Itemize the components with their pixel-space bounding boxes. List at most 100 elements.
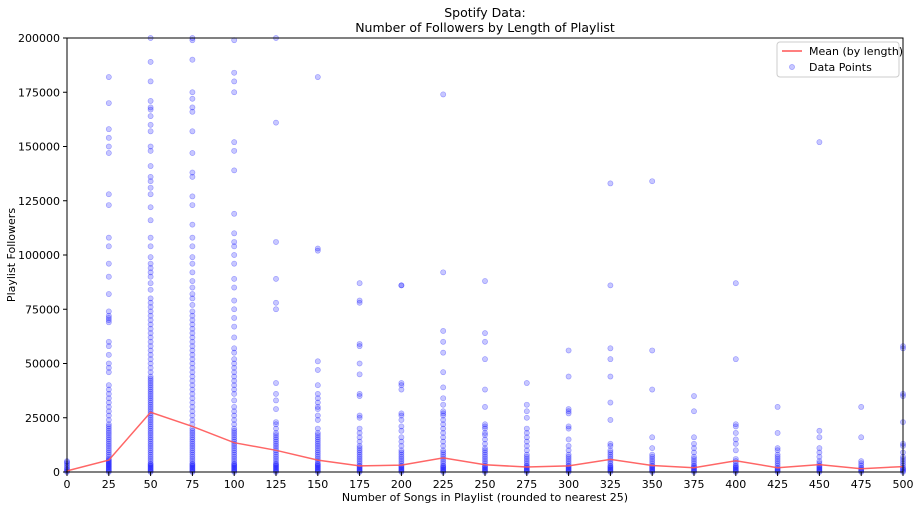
data-point (816, 449, 823, 456)
data-point (314, 443, 321, 449)
data-point (482, 451, 488, 458)
data-point (147, 436, 154, 443)
data-point (189, 430, 196, 436)
x-tick-label: 25 (102, 478, 116, 491)
data-point (105, 447, 112, 454)
data-point (273, 465, 279, 472)
data-point (565, 373, 572, 380)
data-point (147, 397, 154, 404)
data-point (147, 334, 154, 341)
data-point (607, 356, 614, 363)
data-point (147, 423, 154, 430)
data-point (231, 430, 238, 436)
data-point (231, 373, 238, 380)
data-point (607, 451, 614, 458)
data-point (189, 382, 196, 389)
data-point (105, 134, 112, 141)
data-point (440, 417, 447, 423)
data-point (105, 319, 112, 326)
legend-label-points: Data Points (809, 61, 872, 74)
data-point (273, 440, 279, 447)
data-point (816, 465, 823, 472)
data-point (482, 458, 488, 465)
data-point (147, 104, 154, 111)
x-tick-label: 475 (851, 478, 872, 491)
data-point (273, 299, 279, 306)
data-point (607, 180, 614, 187)
data-point (189, 373, 196, 380)
data-point (523, 447, 530, 454)
data-point (189, 395, 196, 402)
x-tick-label: 0 (64, 478, 71, 491)
data-point (189, 338, 196, 345)
data-point (356, 390, 363, 397)
data-point (440, 338, 447, 345)
data-point (398, 456, 405, 462)
data-point (189, 308, 196, 315)
data-point (816, 139, 823, 146)
data-point (231, 447, 238, 454)
data-point (273, 453, 279, 460)
data-point (147, 373, 154, 380)
data-point (356, 393, 363, 399)
data-point (231, 451, 238, 458)
data-point (273, 464, 279, 471)
data-point (147, 58, 154, 65)
data-point (147, 308, 154, 315)
y-tick-label: 125000 (18, 195, 60, 208)
data-point (147, 443, 154, 449)
data-point (147, 377, 154, 384)
data-point (732, 440, 739, 447)
data-point (147, 173, 154, 180)
data-point (273, 119, 279, 126)
data-point (231, 449, 238, 456)
data-point (398, 443, 405, 449)
data-point (147, 456, 154, 462)
data-point (356, 430, 363, 436)
data-point (147, 386, 154, 393)
data-point (231, 239, 238, 245)
data-point (189, 408, 196, 415)
data-point (440, 369, 447, 376)
data-point (147, 178, 154, 185)
data-point (314, 465, 321, 472)
data-point (482, 447, 488, 454)
data-point (147, 163, 154, 169)
data-point (147, 343, 154, 350)
data-point (523, 425, 530, 432)
data-point (732, 356, 739, 363)
data-point (607, 462, 614, 469)
data-point (231, 465, 238, 472)
data-point (189, 295, 196, 302)
data-point (482, 330, 488, 337)
data-point (147, 106, 154, 113)
data-point (398, 449, 405, 456)
data-point (189, 334, 196, 341)
data-point (273, 438, 279, 445)
data-point (565, 410, 572, 417)
data-point (649, 453, 656, 460)
data-point (189, 254, 196, 261)
data-point (231, 260, 238, 267)
x-tick-label: 150 (307, 478, 328, 491)
data-point (398, 386, 405, 393)
data-point (440, 447, 447, 454)
data-point (189, 291, 196, 297)
data-point (858, 458, 865, 465)
data-point (273, 419, 279, 425)
data-point (398, 427, 405, 434)
data-point (105, 449, 112, 456)
mean-line-layer (66, 411, 904, 472)
data-point (314, 358, 321, 365)
data-point (314, 399, 321, 406)
y-tick-label: 75000 (25, 303, 60, 316)
data-point (398, 453, 405, 460)
data-point (189, 403, 196, 410)
data-point (147, 191, 154, 198)
data-point (440, 412, 447, 419)
data-point (147, 304, 154, 310)
data-point (607, 282, 614, 289)
data-point (189, 351, 196, 358)
data-point (189, 173, 196, 180)
data-point (189, 390, 196, 397)
